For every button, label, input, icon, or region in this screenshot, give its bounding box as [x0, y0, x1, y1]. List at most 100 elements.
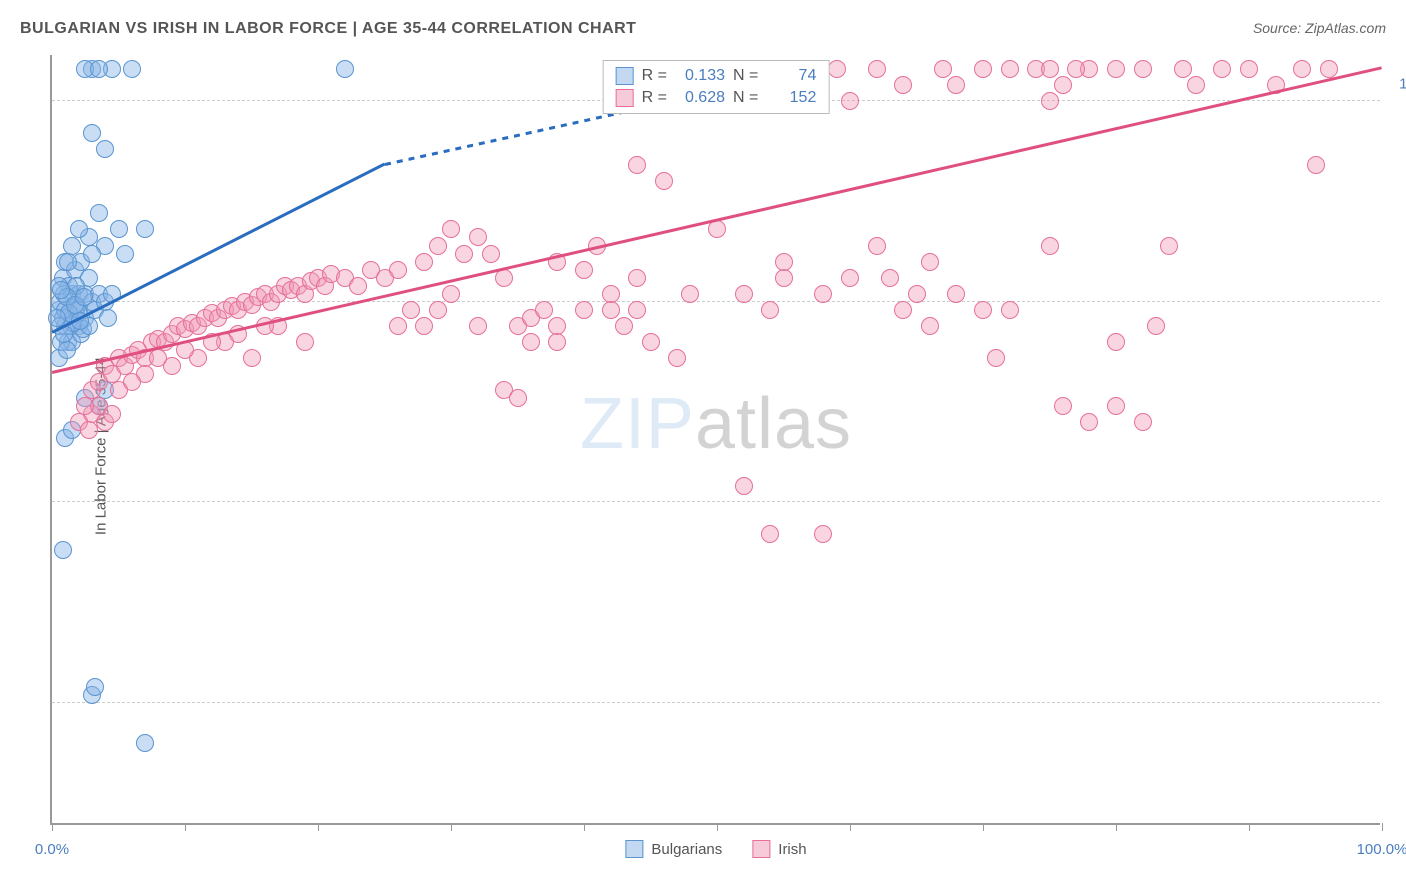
- data-point: [429, 237, 447, 255]
- data-point: [389, 317, 407, 335]
- data-point: [814, 285, 832, 303]
- legend-label-bulgarians: Bulgarians: [651, 841, 722, 858]
- y-tick-label: 75.0%: [1390, 477, 1406, 494]
- data-point: [429, 301, 447, 319]
- data-point: [908, 285, 926, 303]
- data-point: [708, 220, 726, 238]
- x-tick: [584, 823, 585, 831]
- data-point: [52, 281, 70, 299]
- x-tick: [1249, 823, 1250, 831]
- legend-row-irish: R = 0.628 N = 152: [616, 87, 817, 109]
- data-point: [1187, 76, 1205, 94]
- data-point: [90, 60, 108, 78]
- data-point: [681, 285, 699, 303]
- data-point: [75, 288, 93, 306]
- data-point: [1001, 301, 1019, 319]
- x-tick: [185, 823, 186, 831]
- legend-item-irish: Irish: [752, 840, 806, 858]
- data-point: [80, 421, 98, 439]
- r-label: R =: [642, 67, 667, 85]
- data-point: [1001, 60, 1019, 78]
- r-label: R =: [642, 89, 667, 107]
- data-point: [868, 237, 886, 255]
- x-tick: [983, 823, 984, 831]
- data-point: [116, 245, 134, 263]
- correlation-legend: R = 0.133 N = 74 R = 0.628 N = 152: [603, 60, 830, 114]
- watermark-zip: ZIP: [580, 384, 695, 464]
- legend-label-irish: Irish: [778, 841, 806, 858]
- data-point: [136, 220, 154, 238]
- data-point: [509, 389, 527, 407]
- legend-item-bulgarians: Bulgarians: [625, 840, 722, 858]
- data-point: [628, 156, 646, 174]
- data-point: [628, 301, 646, 319]
- data-point: [775, 269, 793, 287]
- data-point: [1293, 60, 1311, 78]
- data-point: [243, 349, 261, 367]
- data-point: [775, 253, 793, 271]
- data-point: [90, 204, 108, 222]
- data-point: [59, 253, 77, 271]
- data-point: [442, 220, 460, 238]
- n-label: N =: [733, 89, 758, 107]
- x-tick: [318, 823, 319, 831]
- data-point: [947, 285, 965, 303]
- x-tick: [850, 823, 851, 831]
- data-point: [482, 245, 500, 263]
- data-point: [83, 245, 101, 263]
- data-point: [415, 253, 433, 271]
- data-point: [123, 60, 141, 78]
- x-tick-label-start: 0.0%: [35, 841, 69, 858]
- swatch-blue-icon: [625, 840, 643, 858]
- source-label: Source: ZipAtlas.com: [1253, 20, 1386, 36]
- data-point: [149, 349, 167, 367]
- data-point: [1160, 237, 1178, 255]
- data-point: [99, 309, 117, 327]
- n-value-irish: 152: [766, 89, 816, 107]
- data-point: [336, 60, 354, 78]
- x-tick: [1382, 823, 1383, 831]
- data-point: [974, 60, 992, 78]
- data-point: [1067, 60, 1085, 78]
- data-point: [469, 317, 487, 335]
- y-tick-label: 62.5%: [1390, 677, 1406, 694]
- series-legend: Bulgarians Irish: [625, 840, 806, 858]
- data-point: [136, 734, 154, 752]
- x-tick: [717, 823, 718, 831]
- data-point: [548, 333, 566, 351]
- data-point: [602, 301, 620, 319]
- data-point: [123, 373, 141, 391]
- data-point: [934, 60, 952, 78]
- data-point: [535, 301, 553, 319]
- legend-row-bulgarians: R = 0.133 N = 74: [616, 65, 817, 87]
- data-point: [455, 245, 473, 263]
- data-point: [1107, 60, 1125, 78]
- data-point: [1041, 92, 1059, 110]
- gridline: [52, 501, 1380, 502]
- data-point: [841, 92, 859, 110]
- data-point: [58, 341, 76, 359]
- data-point: [1054, 76, 1072, 94]
- data-point: [86, 678, 104, 696]
- data-point: [881, 269, 899, 287]
- n-label: N =: [733, 67, 758, 85]
- x-tick: [1116, 823, 1117, 831]
- data-point: [469, 228, 487, 246]
- data-point: [655, 172, 673, 190]
- data-point: [415, 317, 433, 335]
- x-tick: [451, 823, 452, 831]
- r-value-bulgarians: 0.133: [675, 67, 725, 85]
- data-point: [296, 333, 314, 351]
- data-point: [54, 541, 72, 559]
- data-point: [83, 124, 101, 142]
- data-point: [402, 301, 420, 319]
- data-point: [70, 220, 88, 238]
- watermark: ZIPatlas: [580, 383, 852, 465]
- n-value-bulgarians: 74: [766, 67, 816, 85]
- data-point: [987, 349, 1005, 367]
- data-point: [110, 220, 128, 238]
- data-point: [761, 301, 779, 319]
- chart-plot-area: ZIPatlas R = 0.133 N = 74 R = 0.628 N = …: [50, 55, 1380, 825]
- data-point: [1107, 333, 1125, 351]
- data-point: [814, 525, 832, 543]
